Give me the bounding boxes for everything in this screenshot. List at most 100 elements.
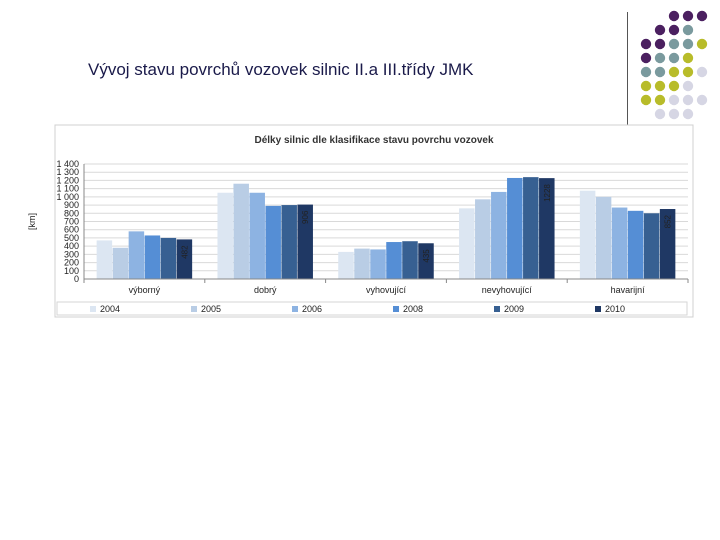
y-tick-label: 700 — [64, 217, 79, 227]
bar — [627, 210, 644, 279]
x-category-label: výborný — [129, 285, 161, 295]
decorative-dot — [654, 66, 666, 78]
data-label: 482 — [180, 245, 189, 259]
decorative-dot — [654, 52, 666, 64]
decorative-dot — [668, 66, 680, 78]
decorative-dot — [682, 52, 694, 64]
decorative-dot — [696, 38, 708, 50]
legend-box — [56, 301, 688, 316]
x-category-label: havarijní — [611, 285, 646, 295]
bar — [475, 199, 491, 279]
bar — [160, 237, 177, 279]
legend-label: 2006 — [302, 304, 322, 314]
legend-label: 2010 — [605, 304, 625, 314]
decorative-dot — [668, 24, 680, 36]
y-tick-label: 200 — [64, 258, 79, 268]
y-tick-label: 1 400 — [56, 159, 79, 169]
chart-title: Délky silnic dle klasifikace stavu povrc… — [255, 135, 494, 146]
decorative-dot — [682, 66, 694, 78]
y-tick-label: 400 — [64, 241, 79, 251]
bar — [281, 205, 297, 279]
legend-label: 2005 — [201, 304, 221, 314]
decorative-dot — [668, 52, 680, 64]
y-tick-label: 600 — [64, 225, 79, 235]
bar — [579, 190, 596, 279]
data-label: 852 — [664, 214, 673, 228]
decorative-dot — [668, 10, 680, 22]
decorative-dot — [682, 108, 694, 120]
bar — [539, 178, 555, 279]
decorative-dot — [682, 80, 694, 92]
data-label: 906 — [301, 210, 310, 224]
bar — [507, 177, 523, 279]
decorative-dot — [640, 94, 652, 106]
decorative-dot — [682, 24, 694, 36]
y-tick-label: 300 — [64, 249, 79, 259]
decorative-dot — [696, 94, 708, 106]
y-tick-label: 1 200 — [56, 175, 79, 185]
decorative-dot — [640, 52, 652, 64]
decorative-dot — [682, 10, 694, 22]
legend-label: 2004 — [100, 304, 120, 314]
decorative-dot-grid — [640, 10, 708, 120]
y-tick-label: 900 — [64, 200, 79, 210]
y-tick-label: 500 — [64, 233, 79, 243]
decorative-divider — [627, 12, 628, 127]
y-axis-label: [km] — [27, 213, 37, 230]
decorative-dot — [654, 24, 666, 36]
decorative-dot — [696, 66, 708, 78]
decorative-dot — [668, 94, 680, 106]
decorative-dot — [668, 80, 680, 92]
x-category-label: dobrý — [254, 285, 277, 295]
bar — [233, 183, 249, 279]
legend: 2004 2005 2006 2008 2009 2010 — [90, 304, 625, 314]
legend-swatch — [191, 306, 197, 312]
bar — [370, 249, 386, 279]
bar — [297, 204, 313, 279]
bar — [176, 239, 193, 279]
bar — [386, 242, 402, 279]
bar — [595, 196, 612, 279]
decorative-dot — [668, 38, 680, 50]
bar — [338, 251, 354, 279]
bar — [643, 213, 660, 279]
bars: 482 906 435 1228 852 — [96, 177, 676, 279]
x-category-label: nevyhovující — [482, 285, 533, 295]
y-tick-label: 1 000 — [56, 192, 79, 202]
bar — [354, 248, 370, 279]
legend-swatch — [393, 306, 399, 312]
decorative-dot — [654, 38, 666, 50]
x-category-label: vyhovující — [366, 285, 407, 295]
data-label: 1228 — [543, 184, 552, 202]
bar — [402, 241, 418, 279]
decorative-dot — [654, 94, 666, 106]
bar — [128, 231, 145, 279]
decorative-dot — [654, 108, 666, 120]
decorative-dot — [682, 38, 694, 50]
decorative-dot — [640, 80, 652, 92]
bar — [265, 205, 281, 279]
bar — [418, 243, 434, 279]
legend-swatch — [90, 306, 96, 312]
legend-label: 2009 — [504, 304, 524, 314]
bar — [459, 208, 475, 279]
legend-swatch — [292, 306, 298, 312]
data-label: 435 — [422, 249, 431, 263]
decorative-dot — [640, 66, 652, 78]
bar — [611, 207, 628, 279]
legend-swatch — [494, 306, 500, 312]
bar — [96, 240, 113, 279]
bar — [144, 235, 161, 279]
legend-label: 2008 — [403, 304, 423, 314]
decorative-dot — [682, 94, 694, 106]
decorative-dot — [654, 80, 666, 92]
bar — [217, 192, 233, 279]
y-tick-label: 0 — [74, 274, 79, 284]
decorative-dot — [668, 108, 680, 120]
slide-title: Vývoj stavu povrchů vozovek silnic II.a … — [88, 60, 474, 79]
y-tick-label: 800 — [64, 208, 79, 218]
legend-swatch — [595, 306, 601, 312]
y-tick-label: 100 — [64, 266, 79, 276]
